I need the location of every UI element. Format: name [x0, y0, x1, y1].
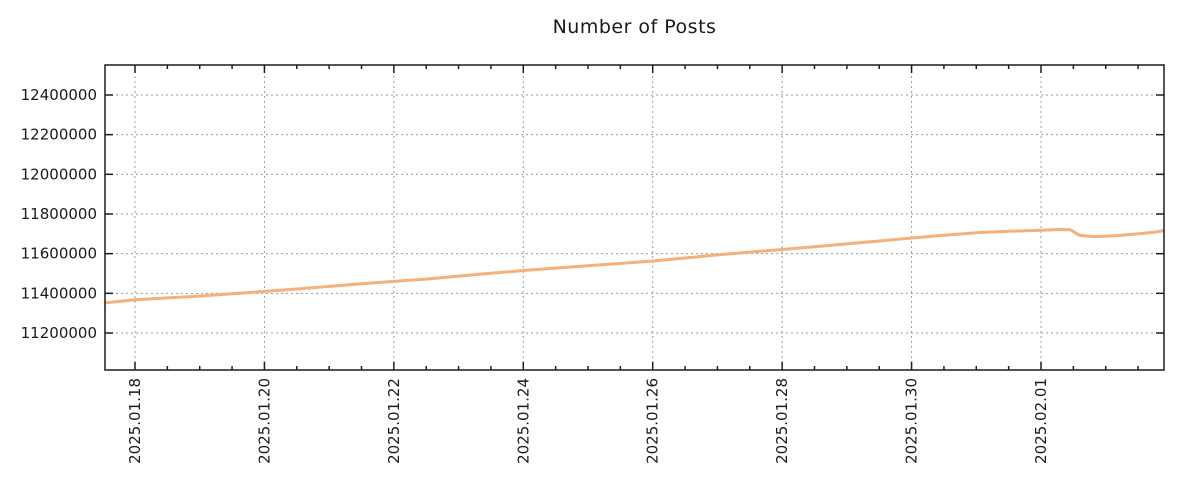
y-tick-label: 12200000 — [21, 126, 97, 144]
y-tick-label: 12400000 — [21, 86, 97, 104]
x-tick-label: 2025.01.30 — [903, 378, 921, 464]
y-tick-label: 11800000 — [21, 205, 97, 223]
x-tick-label: 2025.01.24 — [514, 378, 532, 464]
x-tick-label: 2025.01.26 — [644, 378, 662, 464]
y-tick-label: 12000000 — [21, 165, 97, 183]
data-line-posts — [105, 228, 1166, 305]
y-tick-label: 11600000 — [21, 245, 97, 263]
x-tick-label: 2025.01.28 — [773, 378, 791, 464]
x-tick-label: 2025.01.22 — [385, 378, 403, 464]
y-tick-label: 11400000 — [21, 284, 97, 302]
x-tick-label: 2025.01.20 — [255, 378, 273, 464]
x-tick-label: 2025.02.01 — [1032, 378, 1050, 464]
y-tick-label: 11200000 — [21, 324, 97, 342]
plot-border — [104, 64, 1165, 371]
chart-title: Number of Posts — [552, 16, 717, 38]
x-tick-label: 2025.01.18 — [126, 378, 144, 464]
